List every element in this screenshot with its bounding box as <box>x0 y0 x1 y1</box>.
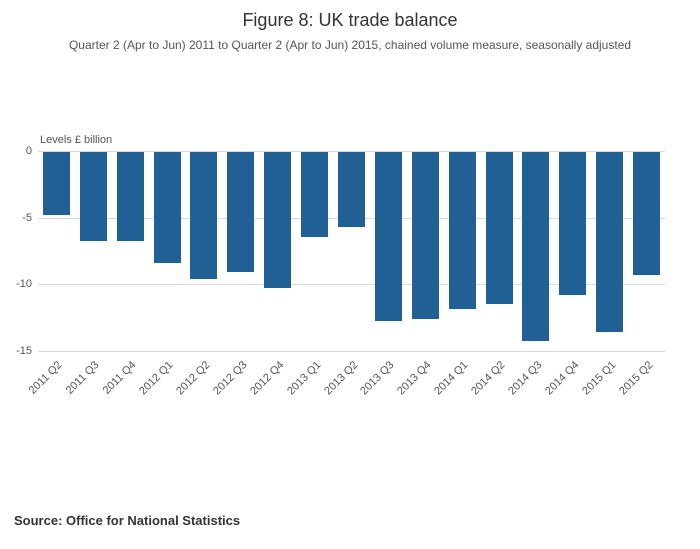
gridline <box>38 284 665 286</box>
bar <box>301 152 329 238</box>
source-text: Source: Office for National Statistics <box>14 513 241 528</box>
chart-title: Figure 8: UK trade balance <box>242 10 458 30</box>
bar <box>42 152 70 215</box>
plot-area <box>38 151 665 352</box>
bar <box>338 152 365 227</box>
gridline <box>38 151 665 152</box>
bar <box>485 152 513 304</box>
bar <box>448 152 476 310</box>
y-axis-title: Levels £ billion <box>40 134 113 146</box>
bar <box>153 152 181 263</box>
y-tick-label: 0 <box>25 145 32 157</box>
bar <box>522 152 550 342</box>
y-tick-label: -5 <box>22 211 32 224</box>
gridline <box>38 351 665 352</box>
bar <box>79 152 107 242</box>
bar <box>559 152 587 295</box>
bar <box>116 152 144 242</box>
bar <box>411 152 439 319</box>
bar <box>596 152 624 332</box>
chart-subtitle: Quarter 2 (Apr to Jun) 2011 to Quarter 2… <box>68 38 632 52</box>
bar <box>264 152 292 288</box>
y-tick-label: -15 <box>16 345 32 357</box>
y-tick-label: -10 <box>16 278 32 291</box>
bar <box>190 152 218 279</box>
bar <box>633 152 661 275</box>
bar <box>374 152 402 322</box>
bar <box>227 152 255 272</box>
